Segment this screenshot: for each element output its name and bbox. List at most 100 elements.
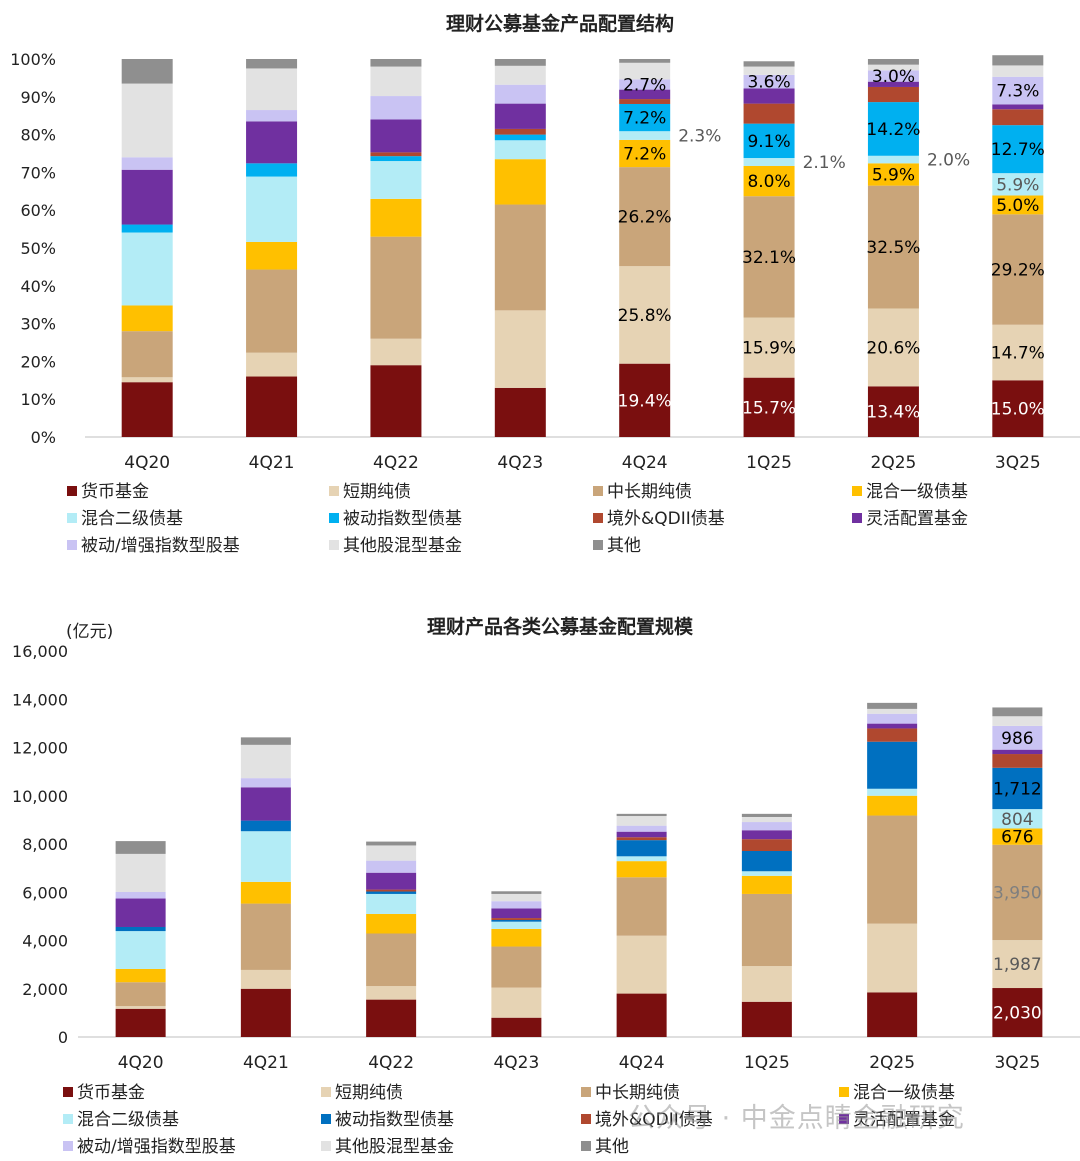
bar-segment-3q25-6 [992, 109, 1044, 126]
bar-segment-4q22-9 [366, 845, 417, 861]
bar-segment-3q25-0 [992, 988, 1043, 1037]
y-tick-label: 40% [20, 277, 56, 296]
bar-segment-3q25-6 [992, 754, 1043, 768]
bar-segment-4q21-2 [240, 903, 291, 970]
bar-segment-1q25-9 [743, 66, 795, 75]
data-label: 7.2% [623, 145, 666, 165]
bar-segment-3q25-5 [992, 125, 1044, 174]
x-tick-label: 1Q25 [744, 1053, 790, 1073]
legend-label: 货币基金 [81, 482, 149, 502]
bar-segment-3q25-9 [992, 716, 1043, 726]
bar-segment-4q23-9 [491, 893, 542, 902]
legend-label: 被动指数型债基 [343, 509, 462, 529]
legend-label: 其他 [607, 536, 641, 556]
chart-title: 理财产品各类公募基金配置规模 [427, 615, 694, 638]
x-tick-label: 3Q25 [994, 1053, 1040, 1073]
x-tick-label: 3Q25 [995, 453, 1041, 473]
bar-segment-4q21-4 [240, 831, 291, 882]
y-tick-label: 6,000 [22, 883, 68, 902]
legend-swatch [321, 1114, 331, 1124]
y-tick-label: 50% [20, 239, 56, 258]
data-label: 5.9% [996, 175, 1039, 195]
legend-swatch [67, 486, 77, 496]
bar-segment-4q21-0 [240, 988, 291, 1037]
bar-segment-4q22-1 [370, 338, 422, 366]
x-tick-label: 4Q20 [118, 1053, 164, 1073]
x-tick-label: 4Q22 [368, 1053, 414, 1073]
bar-segment-4q24-5 [619, 103, 671, 132]
bar-segment-4q20-7 [121, 169, 173, 225]
data-label: 13.4% [866, 403, 920, 423]
legend-label: 境外&QDII债基 [595, 1110, 713, 1130]
bar-segment-4q21-10 [246, 59, 298, 69]
bar-segment-4q24-10 [619, 59, 671, 63]
bar-segment-4q21-4 [246, 176, 298, 242]
bar-segment-4q24-1 [619, 266, 671, 364]
bar-segment-1q25-6 [743, 103, 795, 124]
bar-segment-4q22-0 [370, 365, 422, 437]
x-tick-label: 4Q24 [622, 453, 668, 473]
bar-segment-4q20-10 [115, 841, 166, 854]
legend-swatch [839, 1114, 849, 1124]
bar-segment-1q25-0 [743, 377, 795, 437]
bar-segment-4q21-8 [240, 778, 291, 788]
data-label: 19.4% [618, 391, 672, 411]
bar-segment-4q21-5 [246, 163, 298, 177]
legend-swatch [581, 1141, 591, 1151]
bar-segment-4q20-1 [121, 377, 173, 383]
data-label: 15.7% [742, 398, 796, 418]
bar-segment-4q24-0 [616, 993, 667, 1037]
bar-segment-3q25-3 [992, 195, 1044, 215]
x-tick-label: 2Q25 [871, 453, 917, 473]
legend-swatch [321, 1087, 331, 1097]
bar-segment-3q25-9 [992, 65, 1044, 77]
bar-segment-3q25-2 [992, 844, 1043, 941]
y-tick-label: 0 [58, 1028, 68, 1047]
legend-label: 其他 [595, 1137, 629, 1157]
x-tick-label: 4Q21 [243, 1053, 289, 1073]
legend-label: 货币基金 [77, 1083, 145, 1103]
x-tick-label: 2Q25 [869, 1053, 915, 1073]
bar-segment-4q23-8 [494, 84, 546, 104]
bar-segment-2q25-9 [867, 64, 919, 71]
bar-segment-4q20-5 [121, 224, 173, 233]
data-label: 2.7% [623, 76, 666, 96]
bar-segment-4q23-0 [494, 387, 546, 437]
bar-segment-1q25-7 [741, 830, 792, 840]
bar-segment-4q24-2 [616, 877, 667, 936]
bar-segment-4q20-5 [115, 926, 166, 932]
legend-label: 被动/增强指数型股基 [77, 1137, 236, 1157]
bar-segment-1q25-0 [741, 1001, 792, 1037]
bar-segment-4q22-2 [370, 236, 422, 339]
y-tick-label: 4,000 [22, 932, 68, 951]
legend-label: 被动指数型债基 [335, 1110, 454, 1130]
chart-2: 理财产品各类公募基金配置规模 (亿元) 0 2,000 4,000 6,000 8,000 1… [12, 615, 1080, 1157]
bar-segment-4q24-6 [616, 837, 667, 841]
legend-label: 混合二级债基 [77, 1110, 179, 1130]
data-label: 12.7% [991, 140, 1045, 160]
bar-segment-4q22-10 [370, 59, 422, 67]
bar-segment-4q20-9 [121, 83, 173, 158]
bar-segment-2q25-3 [867, 795, 918, 816]
bar-segment-4q23-6 [491, 918, 542, 920]
bar-segment-4q20-7 [115, 898, 166, 927]
data-label: 676 [1001, 828, 1033, 848]
x-tick-label: 1Q25 [746, 453, 792, 473]
bar-segment-4q23-4 [491, 921, 542, 929]
bar-segment-4q21-5 [240, 820, 291, 832]
y-tick-label: 80% [20, 126, 56, 145]
bar-segment-3q25-5 [992, 767, 1043, 810]
legend-label: 中长期纯债 [595, 1083, 680, 1103]
bar-segment-4q21-7 [246, 121, 298, 164]
bar-segment-4q23-1 [494, 310, 546, 388]
bar-segment-2q25-5 [867, 102, 919, 156]
legend-label: 中长期纯债 [607, 482, 692, 502]
bar-segment-4q21-3 [246, 241, 298, 270]
bar-segment-4q22-0 [366, 999, 417, 1037]
bar-segment-4q24-0 [619, 363, 671, 437]
y-tick-label: 10,000 [12, 787, 68, 806]
legend-label: 其他股混型基金 [343, 536, 462, 556]
legend-swatch [593, 513, 603, 523]
bar-segment-4q24-7 [616, 831, 667, 838]
